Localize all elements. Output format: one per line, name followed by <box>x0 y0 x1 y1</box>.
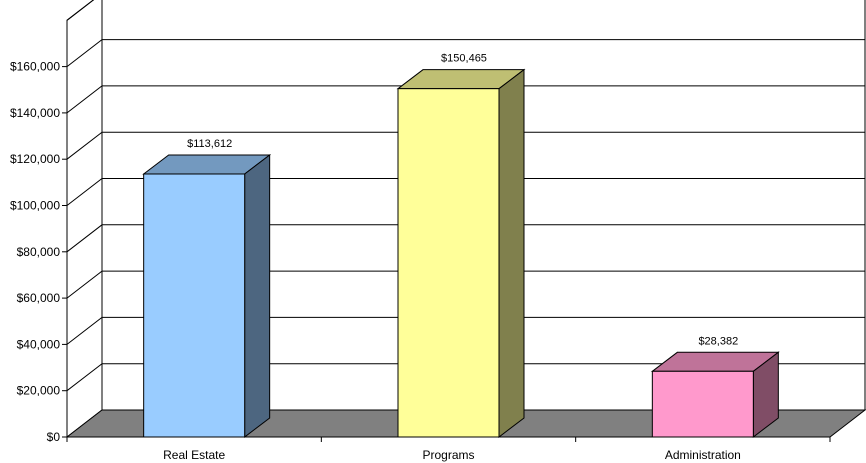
category-label: Programs <box>422 448 474 462</box>
y-tick-label: $120,000 <box>10 152 60 166</box>
side-wall <box>66 0 103 439</box>
y-tick-label: $40,000 <box>17 337 61 351</box>
gridline <box>66 39 865 67</box>
y-tick-label: $100,000 <box>10 199 60 213</box>
bar-front <box>651 370 754 438</box>
bar-real-estate <box>142 153 272 439</box>
gridline <box>66 316 865 345</box>
gridline <box>66 178 865 206</box>
category-label: Administration <box>665 448 741 462</box>
gridline <box>66 224 865 253</box>
data-label: $28,382 <box>698 335 738 347</box>
gridline <box>66 85 865 114</box>
data-label: $150,465 <box>441 53 487 65</box>
gridline <box>66 363 865 392</box>
labels: $113,612 Real Estate $150,465 Programs $28,3… <box>163 53 741 462</box>
y-tick-label: $60,000 <box>17 291 61 305</box>
y-tick-label: $0 <box>47 430 61 444</box>
y-tick-label: $80,000 <box>17 245 61 259</box>
gridlines <box>66 0 865 392</box>
y-tick-label: $20,000 <box>17 384 61 398</box>
bar-front <box>397 88 500 438</box>
y-tick-label: $160,000 <box>10 60 60 74</box>
bar-programs <box>396 68 526 439</box>
category-label: Real Estate <box>163 448 225 462</box>
gridline <box>66 131 865 160</box>
bar-side <box>498 68 525 439</box>
bar-side <box>244 153 271 439</box>
bars <box>142 68 780 439</box>
data-label: $113,612 <box>187 138 232 150</box>
bar-administration <box>650 351 780 439</box>
y-tick-label: $140,000 <box>10 106 60 120</box>
gridline <box>66 0 95 21</box>
bar-front <box>143 173 246 438</box>
gridline <box>66 270 865 299</box>
